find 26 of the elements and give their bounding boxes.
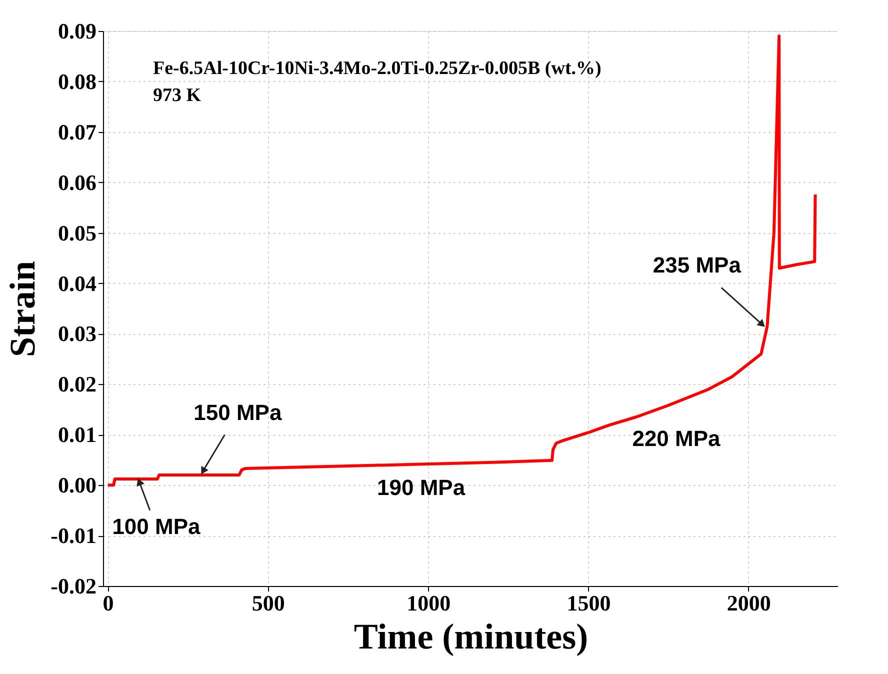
y-tick-label: -0.02 <box>50 574 96 598</box>
y-axis-title: Strain <box>2 260 43 358</box>
y-tick-label: 0.01 <box>58 422 96 448</box>
y-tick-label: 0.07 <box>58 119 96 144</box>
annotation: 190 MPa <box>377 474 466 500</box>
y-tick-label: 0.02 <box>58 372 96 397</box>
annotation: 150 MPa <box>194 400 282 425</box>
annotation: 235 MPa <box>652 252 742 278</box>
y-tick-label: 0.04 <box>58 270 96 296</box>
annotation: 100 MPa <box>112 514 202 540</box>
x-tick-label: 2000 <box>726 590 771 616</box>
annotation: Fe-6.5Al-10Cr-10Ni-3.4Mo-2.0Ti-0.25Zr-0.005B (wt.%) <box>153 58 602 79</box>
y-tick-label: 0.06 <box>58 170 96 195</box>
y-tick-label: 0.08 <box>58 68 96 94</box>
y-tick-label: -0.01 <box>50 523 96 548</box>
annotation: 973 K <box>153 85 202 106</box>
annotation: 220 MPa <box>632 426 722 451</box>
x-tick-label: 500 <box>252 590 285 616</box>
x-tick-label: 1000 <box>406 590 451 616</box>
x-tick-label: 1500 <box>566 590 611 616</box>
x-axis-title: Time (minutes) <box>354 616 588 656</box>
y-tick-label: 0.05 <box>58 220 96 246</box>
y-tick-label: 0.00 <box>58 472 96 498</box>
y-tick-label: 0.09 <box>58 18 96 44</box>
x-tick-label: 0 <box>102 590 114 616</box>
y-tick-label: 0.03 <box>58 321 96 346</box>
